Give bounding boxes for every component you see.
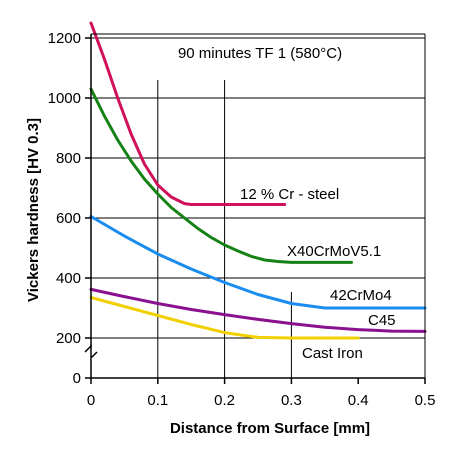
series-line-2: [89, 215, 427, 310]
axes: [83, 33, 426, 384]
y-tick-label: 0: [73, 370, 81, 387]
y-tick-label: 1000: [48, 90, 81, 107]
y-tick-label: 600: [56, 210, 81, 227]
series-label-3: C45: [368, 312, 396, 329]
y-tick-label: 200: [56, 330, 81, 347]
x-tick-label: 0.3: [281, 392, 302, 409]
x-tick-label: 0.1: [147, 392, 168, 409]
series-line-3: [89, 287, 427, 333]
x-tick-label: 0.2: [214, 392, 235, 409]
series-label-1: X40CrMoV5.1: [287, 243, 381, 260]
series-label-4: Cast Iron: [302, 345, 363, 362]
y-axis-break-mark: [84, 344, 98, 360]
series-label-0: 12 % Cr - steel: [240, 186, 339, 203]
y-tick-label: 400: [56, 270, 81, 287]
series-label-2: 42CrMo4: [330, 287, 392, 304]
x-tick-label: 0.4: [348, 392, 369, 409]
grid: [91, 37, 425, 378]
y-axis-title: Vickers hardness [HV 0.3]: [25, 118, 42, 302]
tick-labels: 0 200 400 600 800 1000 1200 0 0.1 0.2 0.3 0.4 0.5: [48, 30, 436, 409]
x-tick-label: 0.5: [415, 392, 436, 409]
series-labels: 12 % Cr - steel X40CrMoV5.1 42CrMo4 C45 Cast…: [240, 186, 396, 362]
x-axis-title: Distance from Surface [mm]: [170, 420, 370, 437]
y-tick-label: 1200: [48, 30, 81, 47]
x-tick-label: 0: [87, 392, 95, 409]
series-line-1: [89, 87, 353, 264]
series-lines: [89, 21, 427, 340]
chart-title: 90 minutes TF 1 (580°C): [178, 45, 342, 62]
series-line-0: [89, 21, 287, 206]
series-line-4: [89, 296, 360, 340]
y-tick-label: 800: [56, 150, 81, 167]
